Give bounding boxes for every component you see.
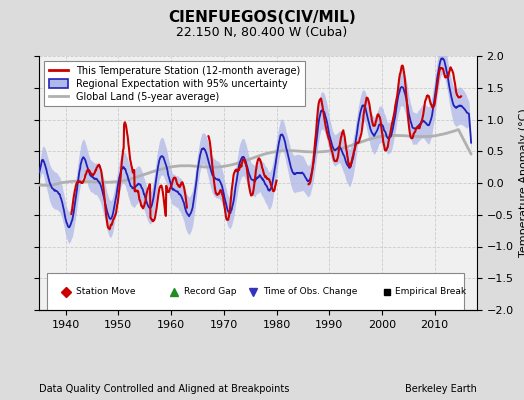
Text: Data Quality Controlled and Aligned at Breakpoints: Data Quality Controlled and Aligned at B…	[39, 384, 290, 394]
Text: Station Move: Station Move	[76, 287, 136, 296]
Bar	[47, 273, 464, 310]
Text: Berkeley Earth: Berkeley Earth	[405, 384, 477, 394]
Text: 22.150 N, 80.400 W (Cuba): 22.150 N, 80.400 W (Cuba)	[177, 26, 347, 39]
Text: CIENFUEGOS(CIV/MIL): CIENFUEGOS(CIV/MIL)	[168, 10, 356, 25]
Text: Time of Obs. Change: Time of Obs. Change	[264, 287, 358, 296]
Text: Empirical Break: Empirical Break	[395, 287, 466, 296]
Legend: This Temperature Station (12-month average), Regional Expectation with 95% uncer: This Temperature Station (12-month avera…	[44, 61, 305, 106]
Text: Record Gap: Record Gap	[184, 287, 237, 296]
Y-axis label: Temperature Anomaly (°C): Temperature Anomaly (°C)	[519, 109, 524, 257]
